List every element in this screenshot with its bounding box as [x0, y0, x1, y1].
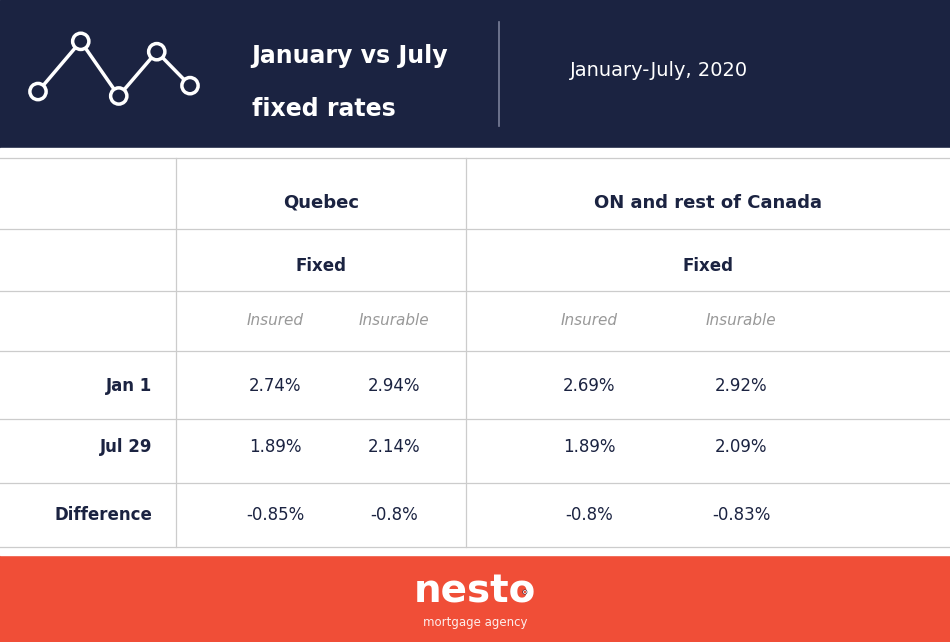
- Text: Quebec: Quebec: [283, 194, 359, 212]
- Text: Insured: Insured: [560, 313, 618, 329]
- Text: -0.83%: -0.83%: [712, 505, 770, 524]
- Ellipse shape: [148, 44, 165, 60]
- Text: Fixed: Fixed: [682, 257, 733, 275]
- Text: ON and rest of Canada: ON and rest of Canada: [594, 194, 822, 212]
- Text: Jan 1: Jan 1: [105, 377, 152, 395]
- Ellipse shape: [29, 83, 47, 100]
- Text: -0.8%: -0.8%: [565, 505, 613, 524]
- Ellipse shape: [110, 88, 127, 104]
- Text: nesto: nesto: [414, 573, 536, 611]
- Ellipse shape: [524, 591, 525, 593]
- Text: 2.74%: 2.74%: [249, 377, 302, 395]
- Text: Difference: Difference: [54, 505, 152, 524]
- Ellipse shape: [523, 590, 526, 594]
- Text: Fixed: Fixed: [295, 257, 346, 275]
- Text: -0.8%: -0.8%: [370, 505, 418, 524]
- Text: 2.94%: 2.94%: [368, 377, 421, 395]
- Text: January-July, 2020: January-July, 2020: [570, 62, 749, 80]
- Ellipse shape: [523, 591, 526, 593]
- Ellipse shape: [181, 78, 199, 94]
- Text: -0.85%: -0.85%: [246, 505, 305, 524]
- Text: fixed rates: fixed rates: [252, 98, 395, 121]
- Text: Insurable: Insurable: [706, 313, 776, 329]
- Text: January vs July: January vs July: [252, 44, 448, 68]
- Text: 2.09%: 2.09%: [714, 438, 768, 456]
- Ellipse shape: [72, 33, 89, 49]
- Text: Jul 29: Jul 29: [100, 438, 152, 456]
- Text: 1.89%: 1.89%: [562, 438, 616, 456]
- Text: mortgage agency: mortgage agency: [423, 616, 527, 629]
- Text: Insured: Insured: [247, 313, 304, 329]
- Text: 2.92%: 2.92%: [714, 377, 768, 395]
- Text: 2.69%: 2.69%: [562, 377, 616, 395]
- Text: 1.89%: 1.89%: [249, 438, 302, 456]
- Text: 2.14%: 2.14%: [368, 438, 421, 456]
- Text: Insurable: Insurable: [359, 313, 429, 329]
